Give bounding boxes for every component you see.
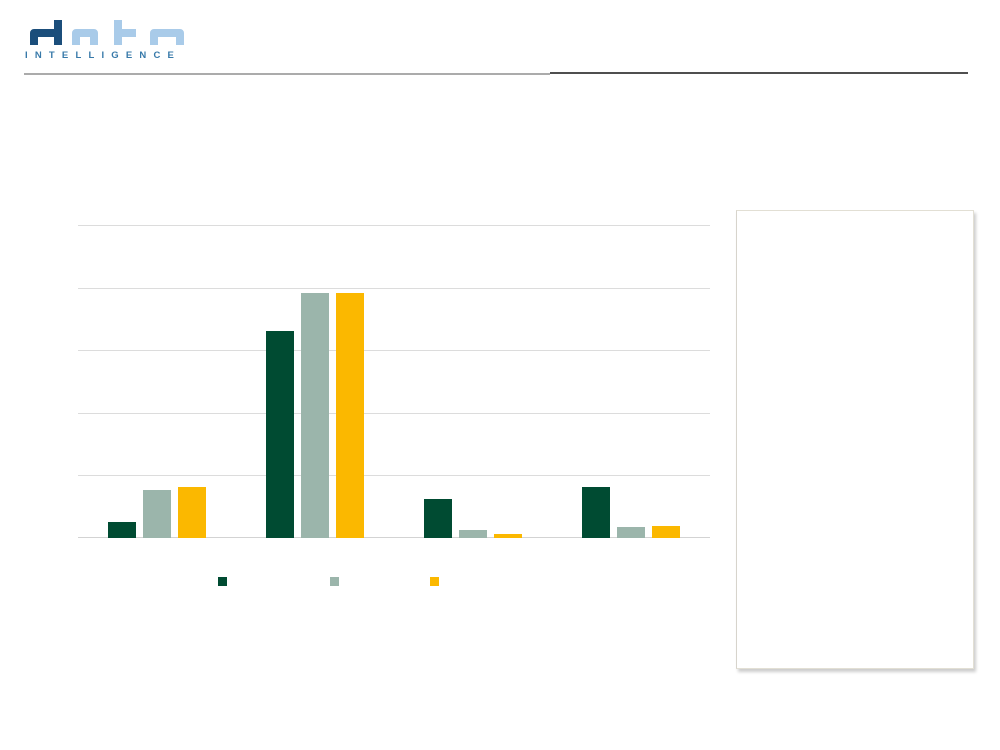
logo-data-glyphs <box>30 20 184 45</box>
bar-amber-group1 <box>178 486 206 538</box>
bar-sage-green-group4 <box>617 526 645 538</box>
gridline <box>78 225 710 226</box>
bar-sage-green-group3 <box>459 529 487 538</box>
bar-amber-group4 <box>652 526 680 538</box>
bar-sage-green-group2 <box>301 292 329 538</box>
legend-item-sage-green <box>330 577 405 586</box>
gridline <box>78 475 710 477</box>
header-divider-left <box>24 73 550 75</box>
logo-letter-d <box>30 29 58 45</box>
bar-chart-plot <box>78 225 710 538</box>
legend-item-dark-green <box>218 577 293 586</box>
legend-item-amber <box>430 577 505 586</box>
bar-dark-green-group3 <box>424 499 452 538</box>
logo-tagline: INTELLIGENCE <box>25 50 182 61</box>
chart-legend <box>0 577 710 591</box>
side-panel <box>736 210 974 669</box>
bar-amber-group3 <box>494 534 522 538</box>
legend-swatch-icon <box>330 577 339 586</box>
legend-swatch-icon <box>430 577 439 586</box>
legend-swatch-icon <box>218 577 227 586</box>
gridline <box>78 287 710 289</box>
bar-sage-green-group1 <box>143 489 171 538</box>
gridline <box>78 350 710 352</box>
logo-letter-a2 <box>150 29 184 45</box>
bar-amber-group2 <box>336 292 364 538</box>
logo-letter-a1 <box>72 29 98 45</box>
bar-dark-green-group4 <box>582 486 610 538</box>
bar-dark-green-group2 <box>266 331 294 538</box>
gridline <box>78 412 710 414</box>
bar-dark-green-group1 <box>108 522 136 538</box>
x-axis-baseline <box>78 537 710 538</box>
header-divider-right <box>550 72 968 74</box>
